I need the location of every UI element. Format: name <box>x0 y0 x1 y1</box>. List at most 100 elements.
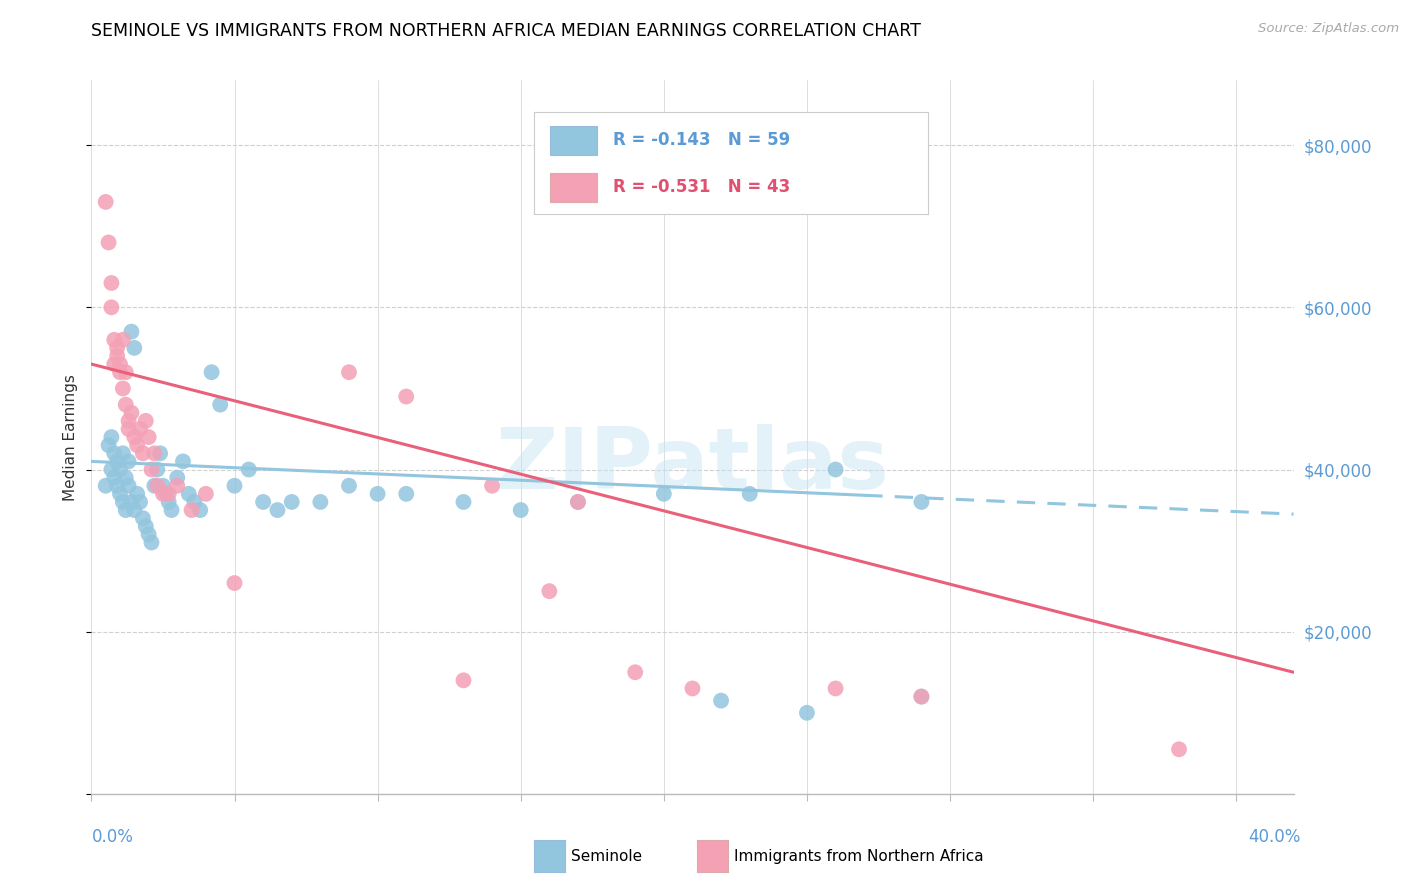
Point <box>367 487 389 501</box>
Point <box>166 470 188 484</box>
Point <box>1168 742 1191 756</box>
Point <box>681 681 703 696</box>
Point <box>224 479 246 493</box>
Point <box>100 462 122 476</box>
Point <box>121 406 143 420</box>
Point <box>395 487 418 501</box>
Point <box>910 495 932 509</box>
Point <box>135 414 157 428</box>
Point <box>100 301 122 315</box>
Point <box>238 462 260 476</box>
Point <box>105 454 128 468</box>
Y-axis label: Median Earnings: Median Earnings <box>63 374 79 500</box>
Point <box>738 487 761 501</box>
Point <box>160 503 183 517</box>
Point <box>910 690 932 704</box>
Point <box>114 470 136 484</box>
Point <box>824 462 846 476</box>
Point <box>114 503 136 517</box>
Point <box>121 495 143 509</box>
Point <box>453 673 475 688</box>
Point <box>129 495 152 509</box>
Point <box>155 487 177 501</box>
Point <box>149 446 172 460</box>
Point <box>103 446 125 460</box>
Point <box>209 398 232 412</box>
Point <box>152 479 174 493</box>
Point <box>135 519 157 533</box>
Point <box>103 333 125 347</box>
Point <box>100 430 122 444</box>
Point <box>111 381 134 395</box>
Point <box>105 479 128 493</box>
Point <box>177 487 200 501</box>
Point <box>143 479 166 493</box>
Point <box>652 487 675 501</box>
Point <box>183 495 205 509</box>
Point <box>129 422 152 436</box>
Point <box>100 276 122 290</box>
Point <box>281 495 304 509</box>
Point <box>188 503 211 517</box>
Point <box>105 349 128 363</box>
Point <box>108 487 131 501</box>
Point <box>121 325 143 339</box>
Point <box>624 665 647 680</box>
Point <box>97 438 120 452</box>
Point <box>132 511 155 525</box>
Point <box>481 479 503 493</box>
Point <box>103 357 125 371</box>
Text: 0.0%: 0.0% <box>91 828 134 846</box>
Point <box>224 576 246 591</box>
Point <box>111 333 134 347</box>
Point <box>127 487 149 501</box>
Point <box>252 495 274 509</box>
Point <box>111 446 134 460</box>
Text: R = -0.143   N = 59: R = -0.143 N = 59 <box>613 131 790 149</box>
Point <box>103 470 125 484</box>
Point <box>157 487 180 501</box>
Point <box>172 454 194 468</box>
Point <box>117 479 139 493</box>
Point <box>124 430 146 444</box>
Point <box>127 438 149 452</box>
Point <box>180 503 202 517</box>
Point <box>117 422 139 436</box>
Point <box>567 495 589 509</box>
Point <box>796 706 818 720</box>
Point <box>114 398 136 412</box>
Point <box>337 479 360 493</box>
Point <box>910 690 932 704</box>
Point <box>108 357 131 371</box>
Point <box>132 446 155 460</box>
Point <box>117 454 139 468</box>
Point <box>395 390 418 404</box>
Text: SEMINOLE VS IMMIGRANTS FROM NORTHERN AFRICA MEDIAN EARNINGS CORRELATION CHART: SEMINOLE VS IMMIGRANTS FROM NORTHERN AFR… <box>91 22 921 40</box>
Point <box>114 365 136 379</box>
FancyBboxPatch shape <box>550 126 598 154</box>
Text: Immigrants from Northern Africa: Immigrants from Northern Africa <box>734 849 984 863</box>
Point <box>152 487 174 501</box>
Point <box>94 479 117 493</box>
Point <box>111 495 134 509</box>
Point <box>94 194 117 209</box>
Point <box>824 681 846 696</box>
Point <box>337 365 360 379</box>
Point <box>138 527 160 541</box>
Point <box>108 462 131 476</box>
Text: ZIPatlas: ZIPatlas <box>495 424 890 508</box>
Point <box>146 479 169 493</box>
Point <box>567 495 589 509</box>
Point <box>509 503 531 517</box>
Point <box>117 414 139 428</box>
Text: Seminole: Seminole <box>571 849 643 863</box>
Text: Source: ZipAtlas.com: Source: ZipAtlas.com <box>1258 22 1399 36</box>
Point <box>157 495 180 509</box>
FancyBboxPatch shape <box>550 173 598 202</box>
Point <box>143 446 166 460</box>
Point <box>266 503 288 517</box>
Point <box>124 341 146 355</box>
Point <box>141 462 163 476</box>
Point <box>194 487 217 501</box>
Point <box>309 495 332 509</box>
